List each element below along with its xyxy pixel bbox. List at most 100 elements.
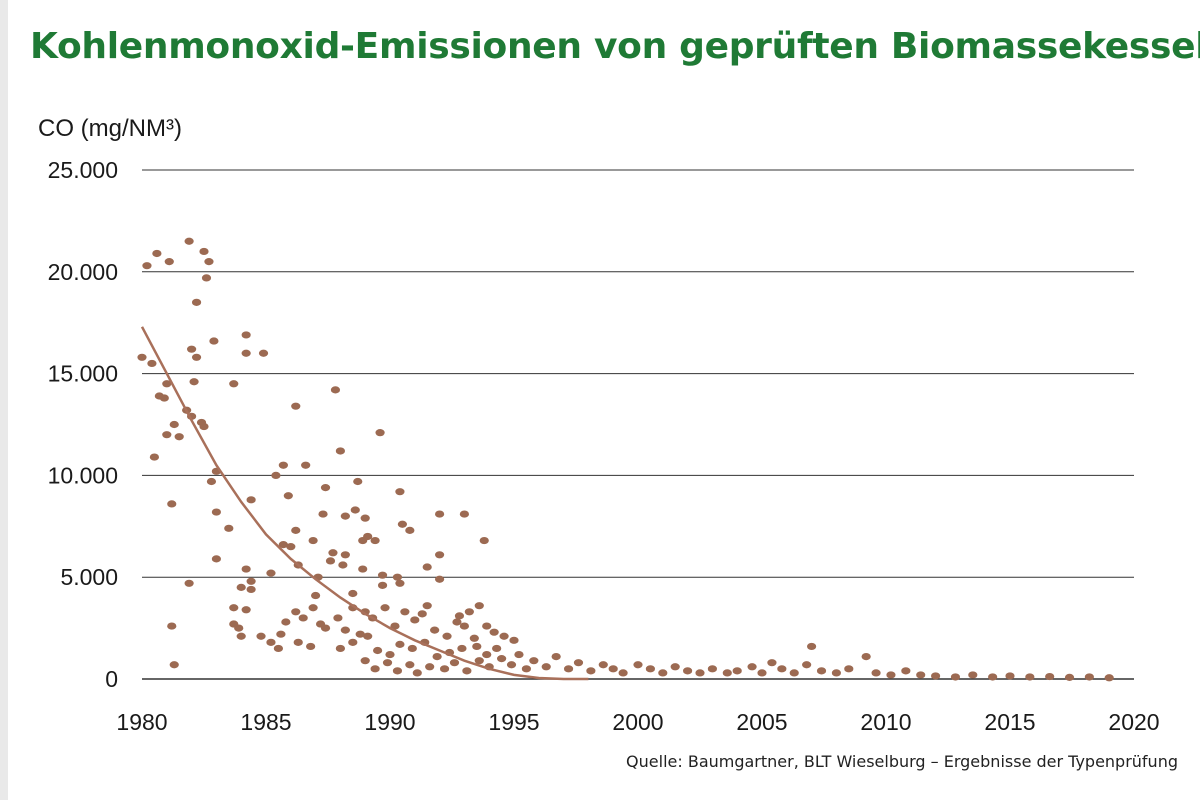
data-point bbox=[497, 655, 507, 663]
data-point bbox=[241, 606, 251, 614]
x-tick-label: 1990 bbox=[364, 709, 415, 735]
data-point bbox=[246, 585, 256, 594]
data-point bbox=[271, 471, 281, 479]
data-point bbox=[1064, 673, 1075, 681]
data-point bbox=[514, 650, 524, 659]
data-point bbox=[380, 604, 390, 612]
data-point bbox=[236, 583, 246, 591]
data-point bbox=[360, 657, 370, 665]
data-point bbox=[390, 622, 400, 630]
data-point bbox=[281, 618, 291, 626]
data-point bbox=[474, 602, 484, 610]
data-point bbox=[340, 512, 350, 520]
data-point bbox=[435, 510, 445, 518]
data-point bbox=[707, 665, 718, 673]
data-point bbox=[732, 667, 742, 675]
x-tick-label: 1995 bbox=[488, 709, 539, 735]
data-point bbox=[452, 618, 462, 626]
data-point bbox=[950, 673, 961, 681]
data-point bbox=[229, 620, 239, 628]
data-point bbox=[375, 429, 385, 437]
data-point bbox=[608, 665, 618, 673]
data-point bbox=[916, 671, 926, 679]
data-point bbox=[400, 608, 410, 616]
data-point bbox=[598, 661, 608, 669]
data-point bbox=[573, 659, 584, 667]
data-point bbox=[395, 579, 405, 587]
data-point bbox=[861, 653, 871, 661]
y-tick-label: 10.000 bbox=[48, 462, 118, 488]
data-point bbox=[167, 622, 177, 630]
data-point bbox=[392, 667, 403, 675]
data-point bbox=[777, 665, 787, 673]
data-point bbox=[410, 616, 420, 624]
data-point bbox=[472, 642, 482, 651]
data-point bbox=[278, 541, 288, 549]
grid-lines bbox=[142, 169, 1134, 680]
data-point bbox=[169, 420, 179, 429]
trend-line bbox=[140, 326, 589, 681]
data-point bbox=[395, 640, 405, 648]
data-point bbox=[439, 665, 450, 673]
data-point bbox=[152, 249, 162, 258]
data-point bbox=[422, 602, 432, 610]
data-point bbox=[229, 380, 239, 388]
data-point bbox=[241, 565, 251, 573]
data-point bbox=[201, 274, 212, 282]
y-tick-labels: 0 5.000 10.000 15.000 20.000 25.000 bbox=[48, 157, 118, 692]
data-point bbox=[340, 626, 350, 634]
x-tick-labels: 1980 1985 1990 1995 2000 2005 2010 2015 2020 bbox=[116, 709, 1159, 735]
data-point bbox=[199, 247, 209, 256]
data-point bbox=[246, 577, 256, 585]
data-point bbox=[482, 650, 492, 659]
data-point bbox=[521, 665, 532, 673]
data-point bbox=[229, 604, 239, 612]
data-point bbox=[541, 663, 551, 671]
data-point bbox=[695, 669, 705, 677]
data-point bbox=[147, 359, 157, 368]
data-point bbox=[747, 663, 757, 671]
data-point bbox=[204, 258, 214, 266]
data-point bbox=[291, 608, 301, 616]
data-point bbox=[462, 667, 472, 675]
data-point bbox=[241, 331, 251, 339]
data-point bbox=[392, 573, 403, 581]
data-point bbox=[184, 579, 194, 587]
data-point bbox=[348, 589, 358, 598]
data-point bbox=[1045, 672, 1055, 681]
data-point bbox=[191, 353, 202, 361]
data-point bbox=[432, 653, 442, 661]
data-point bbox=[767, 659, 777, 667]
data-point bbox=[449, 659, 460, 667]
data-point bbox=[395, 488, 405, 496]
data-point bbox=[169, 661, 179, 669]
data-point bbox=[464, 608, 474, 616]
data-point bbox=[315, 620, 326, 628]
data-point bbox=[405, 661, 415, 669]
data-point bbox=[211, 555, 221, 563]
data-point bbox=[469, 634, 479, 642]
data-point bbox=[162, 380, 172, 388]
data-point bbox=[308, 604, 318, 612]
x-tick-label: 2010 bbox=[860, 709, 911, 735]
chart-title: Kohlenmonoxid-Emissionen von geprüften B… bbox=[30, 26, 1200, 67]
data-point bbox=[283, 492, 293, 500]
data-point bbox=[340, 551, 350, 559]
data-point bbox=[373, 646, 383, 655]
data-point bbox=[325, 557, 336, 565]
data-point bbox=[199, 422, 209, 431]
data-point bbox=[164, 258, 174, 266]
data-point bbox=[901, 667, 911, 675]
data-points bbox=[137, 237, 1114, 682]
data-point bbox=[435, 551, 445, 559]
data-point bbox=[499, 632, 509, 640]
data-point bbox=[291, 526, 301, 534]
source-note: Quelle: Baumgartner, BLT Wieselburg – Er… bbox=[626, 752, 1178, 771]
data-point bbox=[191, 298, 202, 306]
data-point bbox=[137, 353, 147, 361]
data-point bbox=[258, 349, 269, 357]
data-point bbox=[358, 565, 368, 573]
data-point bbox=[442, 632, 452, 640]
data-point bbox=[492, 644, 502, 653]
data-point bbox=[645, 665, 656, 673]
